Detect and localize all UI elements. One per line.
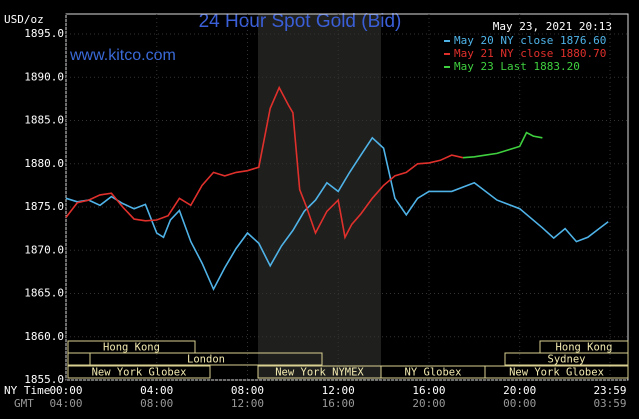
series-line: [65, 136, 609, 292]
series-line: [462, 131, 543, 159]
session-bar: [504, 352, 629, 366]
y-label: USD/oz: [4, 13, 44, 26]
chart-title: 24 Hour Spot Gold (Bid): [199, 11, 402, 32]
session-label: London: [187, 354, 225, 366]
session-bar: [67, 352, 91, 366]
x-tick-label: 12:00: [322, 384, 355, 397]
y-tick-label: 1890.0: [24, 70, 64, 83]
y-tick-label: 1885.0: [24, 114, 64, 127]
gmt-tick-label: 00:00: [503, 397, 536, 410]
legend-label: May 23 Last 1883.20: [454, 60, 580, 73]
session-bar: [67, 365, 211, 379]
x-tick-label: 16:00: [412, 384, 445, 397]
y-tick-label: 1880.0: [24, 157, 64, 170]
session-label: New York Globex: [92, 367, 187, 379]
session-label: Hong Kong: [103, 342, 160, 354]
gmt-tick-label: 20:00: [412, 397, 445, 410]
legend-label: May 20 NY close 1876.60: [454, 34, 606, 47]
x-label: NY Time: [4, 384, 50, 397]
y-tick-label: 1875.0: [24, 200, 64, 213]
gmt-tick-label: 16:00: [322, 397, 355, 410]
y-tick-label: 1870.0: [24, 243, 64, 256]
x-tick-label: 23:59: [593, 384, 626, 397]
gmt-tick-label: 08:00: [140, 397, 173, 410]
session-label: NY Globex: [405, 367, 462, 379]
timestamp: May 23, 2021 20:13: [493, 20, 612, 33]
source: www.kitco.com: [69, 47, 176, 64]
x-tick-label: 08:00: [231, 384, 264, 397]
y-tick-label: 1895.0: [24, 27, 64, 40]
gmt-tick-label: 12:00: [231, 397, 264, 410]
legend-label: May 21 NY close 1880.70: [454, 47, 606, 60]
gmt-tick-label: 04:00: [49, 397, 82, 410]
session-label: Sydney: [548, 354, 586, 366]
session-label: New York NYMEX: [275, 367, 364, 379]
x-tick-label: 04:00: [140, 384, 173, 397]
y-tick-label: 1865.0: [24, 287, 64, 300]
session-bar: [484, 365, 629, 379]
session-label: New York Globex: [509, 367, 604, 379]
series-line: [65, 85, 464, 240]
y-tick-label: 1855.0: [24, 373, 64, 386]
x2-label: GMT: [14, 397, 34, 410]
nymex-shade: [258, 14, 381, 380]
y-tick-label: 1860.0: [24, 330, 64, 343]
session-label: Hong Kong: [556, 342, 613, 354]
x-tick-label: 00:00: [49, 384, 82, 397]
gmt-tick-label: 03:59: [593, 397, 626, 410]
x-tick-label: 20:00: [503, 384, 536, 397]
